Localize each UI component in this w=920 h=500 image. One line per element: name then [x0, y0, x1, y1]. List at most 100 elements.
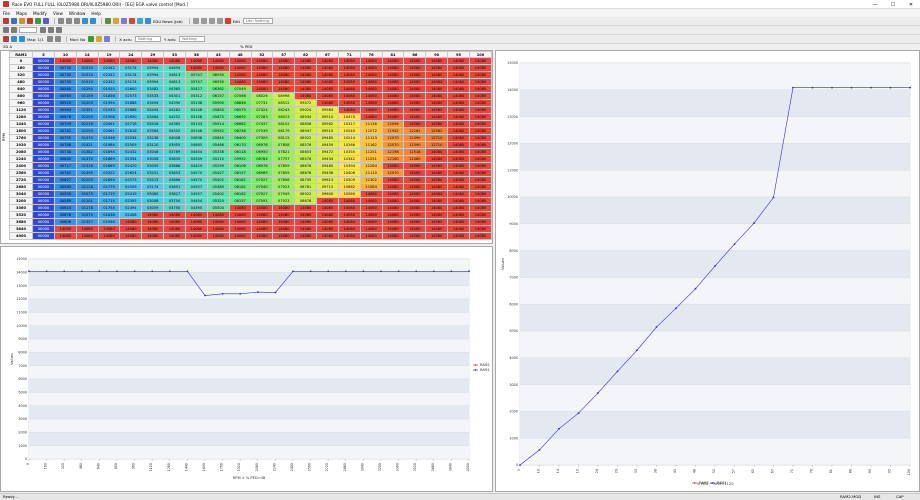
map-cell[interactable]: 06157 [228, 169, 252, 178]
map-cell[interactable]: 02650 [119, 113, 143, 122]
map-cell[interactable]: 14080 [447, 78, 470, 87]
map-cell[interactable]: 08934 [294, 113, 318, 122]
map-cell[interactable]: 14080 [381, 204, 405, 213]
map-cell[interactable]: 07539 [250, 127, 274, 136]
menu-modify[interactable]: Modify [33, 10, 47, 16]
map-cell[interactable]: 14080 [294, 232, 318, 241]
map-cell[interactable]: 01203 [75, 113, 99, 122]
map-cell[interactable]: 14080 [184, 218, 208, 227]
map-cell[interactable]: 06182 [228, 190, 252, 199]
map-cell[interactable]: 14080 [316, 64, 339, 73]
line-chart-rpm[interactable]: 0100020003000400050006000700080009000100… [1, 247, 492, 491]
map-cell[interactable]: 14080 [97, 57, 121, 66]
map-cell[interactable]: 09434 [316, 155, 339, 164]
map-cell[interactable]: 14080 [447, 106, 470, 115]
compare-icon[interactable] [129, 18, 135, 24]
map-cell[interactable]: 03866 [163, 176, 186, 185]
map-cell[interactable]: 03584 [141, 127, 165, 136]
map-cell[interactable]: 14080 [250, 71, 274, 80]
map-cell[interactable]: 06118 [228, 148, 252, 157]
arrow-left-icon[interactable] [11, 36, 17, 42]
map-cell[interactable]: 14080 [206, 57, 230, 66]
folder-icon[interactable] [19, 18, 25, 24]
map-cell[interactable]: 14080 [337, 211, 361, 220]
map-cell[interactable]: 03251 [141, 169, 165, 178]
first-icon[interactable] [3, 27, 9, 33]
map-cell[interactable]: 14080 [447, 57, 470, 66]
map-cell[interactable]: 00730 [53, 78, 77, 87]
map-cell[interactable]: 10470 [337, 113, 361, 122]
table-icon[interactable] [200, 18, 207, 24]
map-cell[interactable]: 14080 [294, 85, 318, 94]
map-cell[interactable]: 12160 [381, 155, 405, 164]
graph-icon[interactable] [113, 18, 119, 24]
map-row-header[interactable]: 960 [8, 99, 34, 108]
map-cell[interactable]: 10406 [337, 169, 361, 178]
map-cell[interactable]: 14080 [468, 134, 493, 143]
map-cell[interactable]: 07949 [272, 190, 296, 199]
map-cell[interactable]: 00000 [32, 225, 55, 234]
map-cell[interactable]: 14080 [381, 57, 405, 66]
map-cell[interactable]: 14080 [425, 225, 449, 234]
map-cell[interactable]: 14080 [316, 232, 339, 241]
map-cell[interactable]: 08653 [294, 148, 318, 157]
map-cell[interactable]: 01216 [75, 120, 99, 129]
edit-select[interactable]: Lite: Nothing [242, 18, 273, 24]
prev-icon[interactable] [11, 27, 17, 33]
apply-icon[interactable] [88, 36, 95, 42]
map-cell[interactable]: 14080 [316, 99, 339, 108]
map-cell[interactable]: 14080 [250, 218, 274, 227]
map-cell[interactable]: 14080 [337, 64, 361, 73]
map-cell[interactable]: 03418 [141, 120, 165, 129]
map-cell[interactable]: 03059 [141, 204, 165, 213]
map-cell[interactable]: 00730 [53, 71, 77, 80]
map-cell[interactable]: 04570 [184, 169, 208, 178]
xaxis-select[interactable]: Nothing [135, 36, 161, 42]
map-cell[interactable]: 14080 [359, 113, 383, 122]
map-cell[interactable]: 14080 [468, 169, 493, 178]
map-cell[interactable]: 07091 [250, 197, 274, 206]
map-cell[interactable]: 14080 [228, 71, 252, 80]
map-cell[interactable]: 14080 [403, 113, 427, 122]
map-cell[interactable]: 02394 [119, 155, 143, 164]
map-cell[interactable]: 14080 [206, 211, 230, 220]
map-cell[interactable]: 14080 [468, 197, 493, 206]
map-cell[interactable]: 03891 [163, 183, 186, 192]
map-cell[interactable]: 05645 [206, 134, 230, 143]
map-cell[interactable]: 03174 [119, 78, 143, 87]
map-cell[interactable]: 02573 [119, 176, 143, 185]
map-cell[interactable]: 00000 [32, 155, 55, 164]
map-cell[interactable]: 06400 [228, 134, 252, 143]
map-cell[interactable]: 14080 [468, 176, 493, 185]
map-cell[interactable]: 00000 [32, 85, 55, 94]
maximize-button[interactable]: ☐ [890, 1, 896, 8]
map-cell[interactable]: 14080 [119, 225, 143, 234]
map-cell[interactable]: 02688 [119, 106, 143, 115]
map-cell[interactable]: 14080 [403, 106, 427, 115]
map-cell[interactable]: 14080 [272, 78, 296, 87]
map-cell[interactable]: 14080 [468, 113, 493, 122]
map-row-header[interactable]: 2560 [8, 169, 34, 178]
map-cell[interactable]: 14080 [337, 204, 361, 213]
map-cell[interactable]: 14080 [163, 57, 186, 66]
map-cell[interactable]: 04570 [184, 176, 208, 185]
map-cell[interactable]: 14080 [163, 218, 186, 227]
map-cell[interactable]: 14080 [381, 218, 405, 227]
map-cell[interactable]: 14080 [425, 92, 449, 101]
map-cell[interactable]: 04390 [163, 99, 186, 108]
map-cell[interactable]: 03174 [141, 183, 165, 192]
map-cell[interactable]: 14080 [316, 197, 339, 206]
map-cell[interactable]: 14080 [228, 232, 252, 241]
map-cell[interactable]: 00742 [53, 169, 77, 178]
map-cell[interactable]: 05990 [206, 99, 230, 108]
map-cell[interactable]: 14080 [272, 204, 296, 213]
map-cell[interactable]: 14080 [447, 183, 470, 192]
map-cell[interactable]: 14080 [403, 176, 427, 185]
map-cell[interactable]: 10342 [337, 155, 361, 164]
map-cell[interactable]: 02419 [119, 190, 143, 199]
map-cell[interactable]: 05133 [184, 120, 208, 129]
save-icon[interactable] [11, 18, 17, 24]
map-cell[interactable]: 01946 [97, 218, 121, 227]
map-cell[interactable]: 07027 [250, 176, 274, 185]
map-cell[interactable]: 08858 [294, 120, 318, 129]
